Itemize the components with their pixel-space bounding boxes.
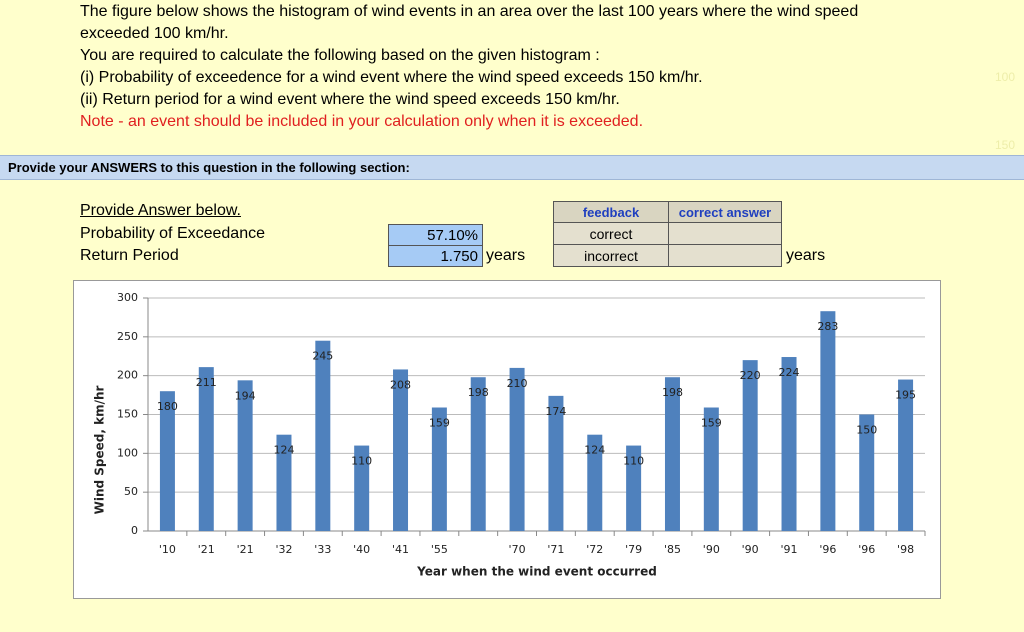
y-tick-label: 100 xyxy=(117,446,138,459)
x-tick-label: '79 xyxy=(625,543,642,556)
bar xyxy=(393,369,409,531)
data-label: 198 xyxy=(662,386,683,399)
x-tick-label: '85 xyxy=(664,543,681,556)
side-note: 150 xyxy=(995,138,1016,152)
data-label: 159 xyxy=(429,417,450,430)
section-bar: Provide your ANSWERS to this question in… xyxy=(0,155,1024,180)
x-tick-label: '71 xyxy=(547,543,564,556)
x-tick-label: '72 xyxy=(586,543,603,556)
x-tick-label: '40 xyxy=(353,543,370,556)
x-tick-label: '55 xyxy=(431,543,448,556)
answer-input[interactable]: 57.10% xyxy=(388,224,483,246)
question-line: You are required to calculate the follow… xyxy=(80,47,600,64)
bar xyxy=(354,445,370,531)
data-label: 208 xyxy=(390,378,411,391)
x-tick-label: '41 xyxy=(392,543,409,556)
x-tick-label: '90 xyxy=(742,543,759,556)
unit: years xyxy=(786,247,826,264)
question-line: (i) Probability of exceedence for a wind… xyxy=(80,69,703,86)
feedback-cell: incorrect xyxy=(553,244,669,267)
question-line: The figure below shows the histogram of … xyxy=(80,3,859,20)
data-label: 211 xyxy=(196,376,217,389)
correct-answer-header: correct answer xyxy=(668,201,782,223)
answer-heading: Provide Answer below. xyxy=(80,202,241,219)
data-label: 198 xyxy=(468,386,489,399)
x-tick-label: '91 xyxy=(781,543,798,556)
answer-label: Return Period xyxy=(80,247,179,264)
x-tick-label: '21 xyxy=(237,543,254,556)
side-note: 100 xyxy=(995,70,1016,84)
x-tick-label: '96 xyxy=(858,543,875,556)
data-label: 195 xyxy=(895,389,916,402)
chart: Wind Speed, km/hr Year when the wind eve… xyxy=(73,280,941,599)
bar xyxy=(509,367,525,531)
data-label: 220 xyxy=(740,369,761,382)
question-line: exceeded 100 km/hr. xyxy=(80,25,229,42)
y-tick-label: 50 xyxy=(124,485,138,498)
bar xyxy=(781,357,797,531)
data-label: 124 xyxy=(273,444,294,457)
data-label: 180 xyxy=(157,400,178,413)
feedback-header: feedback xyxy=(553,201,669,223)
x-tick-label: '98 xyxy=(897,543,914,556)
data-label: 110 xyxy=(351,455,372,468)
data-label: 210 xyxy=(507,377,528,390)
x-tick-label: '33 xyxy=(314,543,331,556)
data-label: 224 xyxy=(779,366,800,379)
section-header: Provide your ANSWERS to this question in… xyxy=(8,160,410,175)
data-label: 174 xyxy=(545,405,566,418)
y-tick-label: 250 xyxy=(117,330,138,343)
bar xyxy=(470,377,486,531)
data-label: 194 xyxy=(235,389,256,402)
bar xyxy=(431,407,447,531)
note: Note - an event should be included in yo… xyxy=(80,113,644,130)
bar xyxy=(276,434,292,531)
y-tick-label: 300 xyxy=(117,291,138,304)
y-axis-title: Wind Speed, km/hr xyxy=(93,386,107,515)
answer-cell xyxy=(668,244,782,267)
answer-cell xyxy=(668,222,782,245)
bar xyxy=(703,407,719,531)
feedback-cell: correct xyxy=(553,222,669,245)
bar xyxy=(198,367,214,531)
data-label: 124 xyxy=(584,444,605,457)
data-label: 159 xyxy=(701,417,722,430)
x-tick-label: '70 xyxy=(509,543,526,556)
bar xyxy=(626,445,642,531)
x-tick-label: '21 xyxy=(198,543,215,556)
unit: years xyxy=(486,247,526,264)
y-tick-label: 200 xyxy=(117,369,138,382)
bar xyxy=(820,311,836,531)
x-axis-title: Year when the wind event occurred xyxy=(416,565,657,579)
answer-input[interactable]: 1.750 xyxy=(388,245,483,267)
x-tick-label: '90 xyxy=(703,543,720,556)
y-tick-label: 0 xyxy=(131,524,138,537)
bar xyxy=(898,379,914,531)
question-line: (ii) Return period for a wind event wher… xyxy=(80,91,620,108)
bar xyxy=(587,434,603,531)
x-tick-label: '10 xyxy=(159,543,176,556)
y-tick-label: 150 xyxy=(117,408,138,421)
answer-label: Probability of Exceedance xyxy=(80,225,265,242)
data-label: 150 xyxy=(856,424,877,437)
data-label: 245 xyxy=(312,350,333,363)
bar xyxy=(159,391,175,531)
bar xyxy=(742,360,758,531)
bar xyxy=(315,340,331,531)
bar xyxy=(237,380,253,531)
data-label: 110 xyxy=(623,455,644,468)
bar xyxy=(548,395,564,531)
x-tick-label: '32 xyxy=(275,543,292,556)
x-tick-label: '96 xyxy=(819,543,836,556)
bar xyxy=(664,377,680,531)
data-label: 283 xyxy=(817,320,838,333)
bar xyxy=(859,414,875,531)
